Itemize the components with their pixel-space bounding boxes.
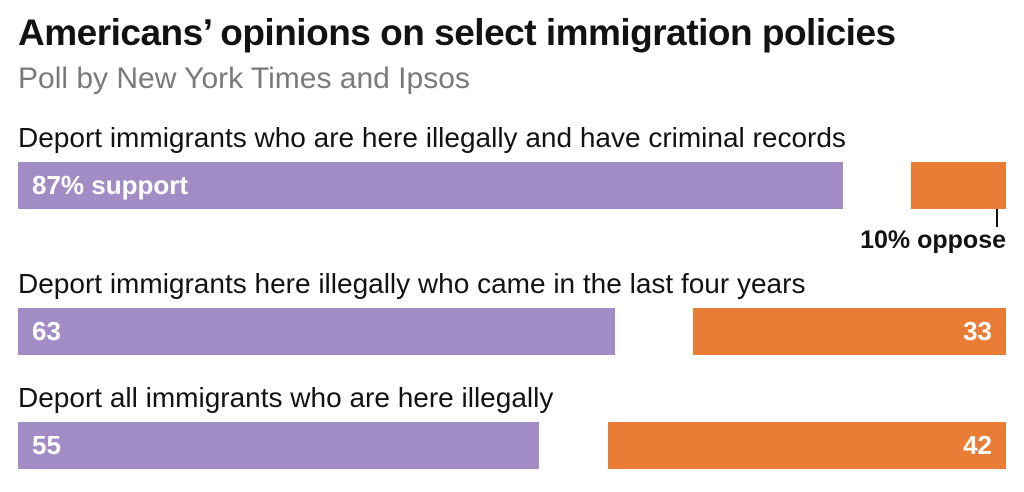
question-label: Deport immigrants who are here illegally… <box>18 122 846 153</box>
oppose-bar: 42 <box>607 422 1006 469</box>
oppose-bar: 33 <box>693 308 1006 355</box>
support-bar: 87% support <box>18 162 843 209</box>
oppose-callout-line <box>996 209 998 227</box>
support-value-label: 55 <box>32 430 61 460</box>
oppose-value-label: 42 <box>963 430 992 460</box>
support-value-label: 63 <box>32 316 61 346</box>
oppose-value-label: 33 <box>963 316 992 346</box>
support-bar: 55 <box>18 422 540 469</box>
chart-subtitle: Poll by New York Times and Ipsos <box>18 62 470 95</box>
oppose-value-label: 10% oppose <box>860 226 1006 254</box>
question-label: Deport all immigrants who are here illeg… <box>18 382 554 413</box>
support-bar: 63 <box>18 308 616 355</box>
oppose-bar <box>911 162 1006 209</box>
support-value-label: 87% support <box>32 170 189 200</box>
chart-title: Americans’ opinions on select immigratio… <box>18 12 896 53</box>
question-label: Deport immigrants here illegally who cam… <box>18 268 806 299</box>
